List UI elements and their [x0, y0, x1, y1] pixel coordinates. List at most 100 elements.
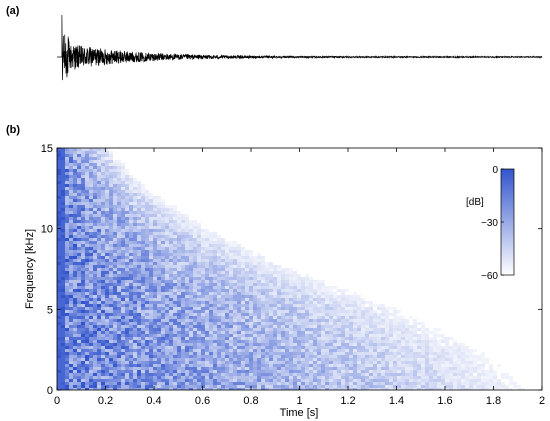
heatmap-cell: [321, 337, 325, 340]
heatmap-cell: [245, 310, 249, 313]
heatmap-cell: [161, 277, 165, 280]
heatmap-cell: [73, 253, 77, 256]
heatmap-cell: [101, 277, 105, 280]
heatmap-cell: [353, 373, 357, 376]
heatmap-cell: [105, 298, 109, 301]
heatmap-cell: [97, 250, 101, 253]
heatmap-cell: [457, 367, 461, 370]
heatmap-cell: [233, 364, 237, 367]
heatmap-cell: [133, 208, 137, 211]
heatmap-cell: [81, 262, 85, 265]
heatmap-cell: [85, 208, 89, 211]
heatmap-cell: [197, 316, 201, 319]
heatmap-cell: [257, 301, 261, 304]
heatmap-cell: [105, 277, 109, 280]
heatmap-cell: [57, 250, 61, 253]
heatmap-cell: [421, 370, 425, 373]
heatmap-cell: [181, 232, 185, 235]
heatmap-cell: [97, 310, 101, 313]
heatmap-cell: [349, 298, 353, 301]
heatmap-cell: [289, 349, 293, 352]
heatmap-cell: [109, 172, 113, 175]
heatmap-cell: [73, 166, 77, 169]
heatmap-cell: [281, 337, 285, 340]
heatmap-cell: [121, 187, 125, 190]
heatmap-cell: [89, 181, 93, 184]
heatmap-cell: [97, 292, 101, 295]
heatmap-cell: [237, 247, 241, 250]
heatmap-cell: [165, 352, 169, 355]
heatmap-cell: [449, 388, 453, 390]
heatmap-cell: [161, 220, 165, 223]
heatmap-cell: [133, 388, 137, 390]
heatmap-cell: [109, 211, 113, 214]
heatmap-cell: [81, 160, 85, 163]
heatmap-cell: [345, 316, 349, 319]
heatmap-cell: [125, 388, 129, 390]
heatmap-cell: [425, 328, 429, 331]
heatmap-cell: [305, 346, 309, 349]
heatmap-cell: [273, 364, 277, 367]
heatmap-cell: [109, 181, 113, 184]
heatmap-cell: [153, 277, 157, 280]
heatmap-cell: [253, 280, 257, 283]
heatmap-cell: [189, 259, 193, 262]
heatmap-cell: [137, 346, 141, 349]
heatmap-cell: [437, 355, 441, 358]
heatmap-cell: [225, 328, 229, 331]
heatmap-cell: [169, 286, 173, 289]
heatmap-cell: [341, 337, 345, 340]
heatmap-cell: [85, 205, 89, 208]
heatmap-cell: [221, 250, 225, 253]
heatmap-cell: [365, 352, 369, 355]
heatmap-cell: [453, 370, 457, 373]
heatmap-cell: [117, 163, 121, 166]
heatmap-cell: [113, 376, 117, 379]
heatmap-cell: [253, 295, 257, 298]
heatmap-cell: [153, 244, 157, 247]
heatmap-cell: [493, 376, 497, 379]
heatmap-cell: [109, 199, 113, 202]
heatmap-cell: [257, 379, 261, 382]
heatmap-cell: [297, 364, 301, 367]
heatmap-cell: [145, 331, 149, 334]
heatmap-cell: [133, 382, 137, 385]
heatmap-cell: [117, 211, 121, 214]
heatmap-cell: [221, 382, 225, 385]
heatmap-cell: [69, 217, 73, 220]
heatmap-cell: [229, 346, 233, 349]
heatmap-cell: [173, 307, 177, 310]
heatmap-cell: [413, 337, 417, 340]
heatmap-cell: [353, 358, 357, 361]
heatmap-cell: [221, 247, 225, 250]
heatmap-cell: [237, 340, 241, 343]
heatmap-cell: [289, 385, 293, 388]
heatmap-cell: [353, 316, 357, 319]
heatmap-cell: [61, 316, 65, 319]
heatmap-cell: [301, 352, 305, 355]
heatmap-cell: [81, 190, 85, 193]
heatmap-cell: [309, 382, 313, 385]
heatmap-cell: [165, 382, 169, 385]
heatmap-cell: [109, 328, 113, 331]
heatmap-cell: [193, 274, 197, 277]
heatmap-cell: [245, 283, 249, 286]
heatmap-cell: [161, 283, 165, 286]
heatmap-cell: [169, 337, 173, 340]
heatmap-cell: [277, 310, 281, 313]
heatmap-cell: [317, 364, 321, 367]
heatmap-cell: [121, 238, 125, 241]
heatmap-cell: [137, 280, 141, 283]
heatmap-cell: [229, 244, 233, 247]
heatmap-cell: [105, 280, 109, 283]
heatmap-cell: [85, 226, 89, 229]
heatmap-cell: [253, 301, 257, 304]
heatmap-cell: [349, 358, 353, 361]
heatmap-cell: [365, 322, 369, 325]
heatmap-cell: [325, 361, 329, 364]
heatmap-cell: [193, 352, 197, 355]
heatmap-cell: [345, 313, 349, 316]
heatmap-cell: [461, 373, 465, 376]
heatmap-cell: [109, 295, 113, 298]
heatmap-cell: [141, 316, 145, 319]
